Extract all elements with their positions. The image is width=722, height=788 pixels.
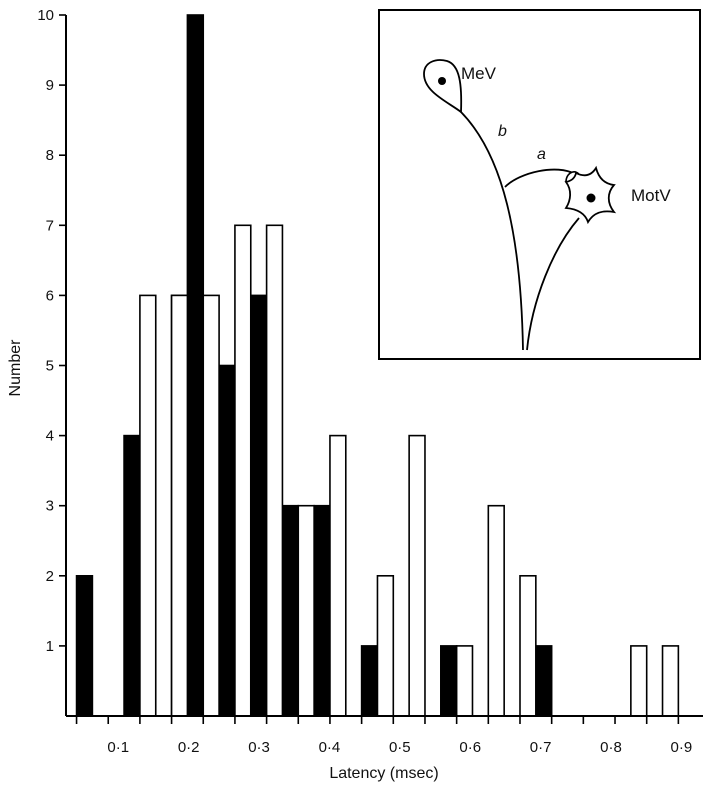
y-tick-label: 7 <box>46 217 54 234</box>
histogram-bar <box>75 574 94 717</box>
x-tick-label: 0·9 <box>671 739 693 756</box>
histogram-bar <box>408 434 426 717</box>
mev-axon-b <box>460 111 524 351</box>
histogram-bar <box>440 645 458 717</box>
x-tick-label: 0·8 <box>600 739 622 756</box>
motv-axon <box>526 217 580 351</box>
neuron-inset-diagram: MeV MotV a b <box>378 9 701 360</box>
histogram-bar <box>170 294 189 717</box>
x-tick-label: 0·4 <box>319 739 341 756</box>
y-tick-label: 4 <box>46 428 54 445</box>
histogram-bar <box>487 504 505 717</box>
y-axis-title: Number <box>7 339 24 397</box>
histogram-bar <box>234 224 252 717</box>
histogram-bar <box>123 434 141 717</box>
histogram-bar <box>630 645 648 717</box>
y-tick-label: 2 <box>46 568 54 585</box>
histogram-bar <box>249 294 268 717</box>
histogram-bar <box>297 504 315 717</box>
x-axis-title: Latency (msec) <box>329 765 438 782</box>
mev-nucleus <box>438 77 446 85</box>
histogram-bar <box>376 574 395 717</box>
mev-neuron-soma <box>423 59 463 114</box>
x-tick-label: 0·3 <box>248 739 270 756</box>
label-a: a <box>537 146 546 163</box>
histogram-bar <box>661 645 680 717</box>
histogram-bar <box>265 224 284 717</box>
histogram-bar <box>218 364 236 717</box>
x-tick-label: 0·1 <box>107 739 129 756</box>
y-tick-label: 3 <box>46 498 54 515</box>
x-tick-label: 0·6 <box>459 739 481 756</box>
mev-label: MeV <box>461 64 497 83</box>
x-tick-label: 0·5 <box>389 739 411 756</box>
inset-frame <box>378 9 701 360</box>
motv-label: MotV <box>631 186 671 205</box>
histogram-bar <box>186 14 205 717</box>
label-b: b <box>498 123 507 140</box>
histogram-bar <box>519 574 537 717</box>
histogram-bar <box>535 645 553 717</box>
histogram-bar <box>139 294 157 717</box>
histogram-bar <box>360 645 379 717</box>
x-tick-label: 0·2 <box>178 739 200 756</box>
x-tick-label: 0·7 <box>530 739 552 756</box>
histogram-bar <box>202 294 220 717</box>
y-tick-label: 6 <box>46 287 54 304</box>
y-tick-label: 5 <box>46 358 54 375</box>
collateral-a <box>504 168 576 188</box>
histogram-bar <box>281 504 300 717</box>
histogram-bar <box>313 504 331 717</box>
y-tick-label: 1 <box>46 638 54 655</box>
y-tick-label: 9 <box>46 77 54 94</box>
histogram-bar <box>329 434 347 717</box>
y-tick-label: 8 <box>46 147 54 164</box>
histogram-bar <box>455 645 474 717</box>
motv-nucleus <box>586 193 596 203</box>
y-tick-label: 10 <box>37 7 54 24</box>
x-axis-ticks: 0·1 0·2 0·3 0·4 0·5 0·6 0·7 0·8 0·9 <box>75 716 693 756</box>
y-axis-ticks: 1 2 3 4 5 6 7 8 9 10 <box>37 7 66 655</box>
